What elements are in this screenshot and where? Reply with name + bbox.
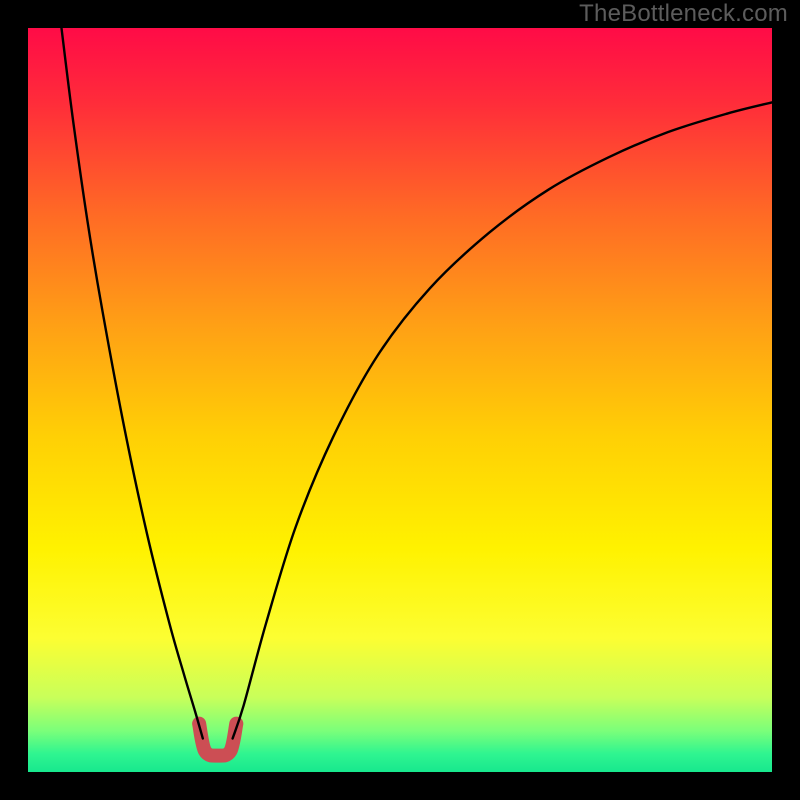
chart-background (28, 28, 772, 772)
watermark-text: TheBottleneck.com (579, 0, 788, 28)
bottleneck-chart (28, 28, 772, 772)
